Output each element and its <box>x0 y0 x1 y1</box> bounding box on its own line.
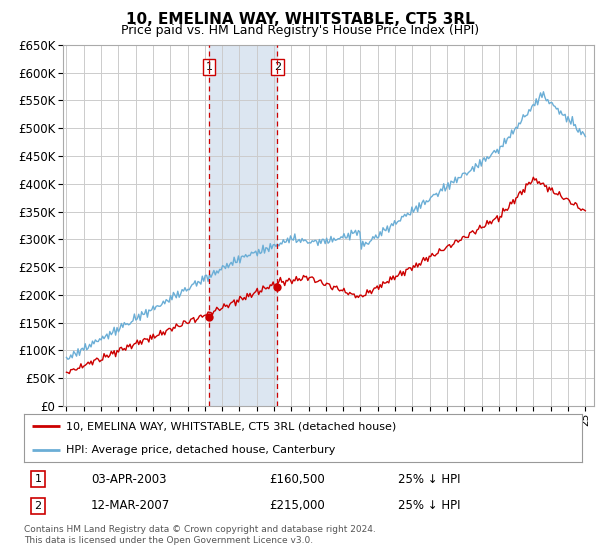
Bar <box>209 45 277 406</box>
Text: 1: 1 <box>34 474 41 484</box>
Text: 2: 2 <box>274 62 281 72</box>
Text: 10, EMELINA WAY, WHITSTABLE, CT5 3RL: 10, EMELINA WAY, WHITSTABLE, CT5 3RL <box>125 12 475 27</box>
Text: 1: 1 <box>206 62 212 72</box>
Text: £160,500: £160,500 <box>269 473 325 486</box>
Text: Contains HM Land Registry data © Crown copyright and database right 2024.
This d: Contains HM Land Registry data © Crown c… <box>24 525 376 545</box>
Text: 25% ↓ HPI: 25% ↓ HPI <box>398 473 460 486</box>
Text: 12-MAR-2007: 12-MAR-2007 <box>91 500 170 512</box>
Text: 03-APR-2003: 03-APR-2003 <box>91 473 166 486</box>
Text: HPI: Average price, detached house, Canterbury: HPI: Average price, detached house, Cant… <box>66 445 335 455</box>
Text: 25% ↓ HPI: 25% ↓ HPI <box>398 500 460 512</box>
Text: Price paid vs. HM Land Registry's House Price Index (HPI): Price paid vs. HM Land Registry's House … <box>121 24 479 37</box>
Text: 10, EMELINA WAY, WHITSTABLE, CT5 3RL (detached house): 10, EMELINA WAY, WHITSTABLE, CT5 3RL (de… <box>66 421 396 431</box>
Text: 2: 2 <box>34 501 41 511</box>
Text: £215,000: £215,000 <box>269 500 325 512</box>
